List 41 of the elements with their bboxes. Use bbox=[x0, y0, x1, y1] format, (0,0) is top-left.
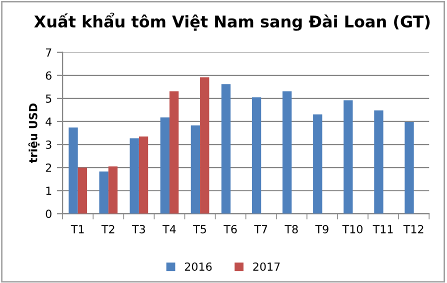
y-tick-label: 1 bbox=[46, 186, 52, 195]
bar bbox=[169, 91, 179, 214]
bar bbox=[404, 122, 414, 214]
x-tick-label: T8 bbox=[284, 224, 298, 234]
bar bbox=[252, 97, 262, 214]
y-tick-label: 0 bbox=[46, 210, 52, 218]
bar bbox=[108, 166, 118, 214]
x-tick-label: T11 bbox=[372, 225, 393, 234]
legend-label: 2017 bbox=[253, 262, 280, 271]
bar bbox=[344, 100, 353, 214]
y-tick-label: 7 bbox=[46, 48, 52, 57]
bar bbox=[160, 117, 170, 214]
y-tick-label: 6 bbox=[46, 71, 52, 80]
y-tick-label: 2 bbox=[46, 164, 52, 172]
bar bbox=[282, 91, 292, 214]
bar bbox=[68, 127, 78, 214]
x-tick-label: T7 bbox=[254, 225, 268, 234]
bar bbox=[130, 138, 139, 214]
y-tick-label: 5 bbox=[46, 94, 52, 103]
y-tick-label: 3 bbox=[46, 140, 52, 149]
x-tick-label: T1 bbox=[70, 225, 84, 234]
x-tick-label: T12 bbox=[403, 224, 424, 234]
bar bbox=[200, 77, 210, 214]
y-tick-label: 4 bbox=[46, 118, 52, 126]
bar bbox=[221, 84, 231, 214]
y-axis-title: triệu USD bbox=[28, 104, 40, 163]
bar bbox=[138, 136, 148, 214]
bar bbox=[190, 125, 200, 214]
bar bbox=[99, 171, 108, 214]
x-tick-label: T2 bbox=[101, 224, 114, 234]
x-tick-label: T5 bbox=[193, 225, 206, 234]
x-tick-label: T4 bbox=[162, 225, 176, 234]
x-tick-label: T6 bbox=[224, 224, 237, 234]
bar bbox=[78, 168, 88, 214]
bar bbox=[374, 110, 384, 214]
x-tick-label: T3 bbox=[132, 224, 145, 234]
bar bbox=[313, 114, 322, 214]
chart-title: Xuất khẩu tôm Việt Nam sang Đài Loan (GT) bbox=[34, 12, 430, 31]
x-tick-label: T9 bbox=[315, 224, 328, 234]
legend-label: 2016 bbox=[184, 262, 212, 271]
x-tick-label: T10 bbox=[342, 224, 362, 234]
